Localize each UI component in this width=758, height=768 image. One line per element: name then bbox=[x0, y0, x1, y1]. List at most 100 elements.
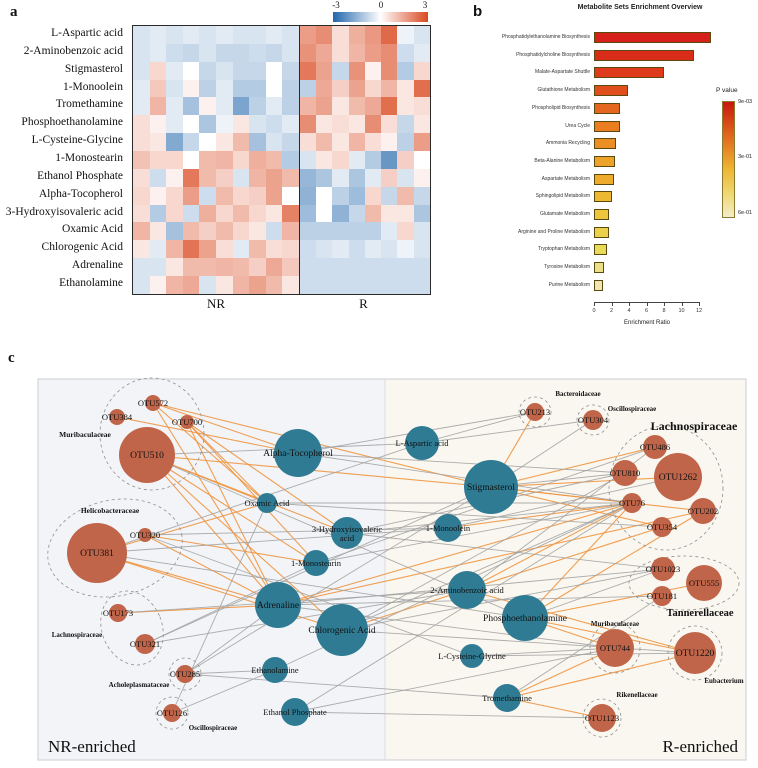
heatmap-cell bbox=[413, 240, 430, 259]
otu-node bbox=[690, 498, 716, 524]
heatmap-cell bbox=[182, 258, 200, 277]
heatmap-cell bbox=[381, 151, 398, 169]
group-hull bbox=[99, 377, 205, 491]
heatmap-cell bbox=[413, 43, 430, 62]
bar bbox=[594, 67, 664, 79]
node-label: OTU76 bbox=[619, 498, 645, 508]
metabolite-node bbox=[331, 517, 363, 549]
edge-negative bbox=[524, 568, 664, 619]
heatmap-cell bbox=[265, 168, 283, 187]
edge-negative bbox=[184, 673, 508, 699]
heatmap-cell bbox=[381, 186, 398, 205]
heatmap-cell bbox=[332, 151, 349, 169]
bar-label: Purine Metabolism bbox=[548, 281, 590, 288]
heatmap-cell bbox=[332, 276, 349, 294]
heatmap-cell bbox=[166, 204, 183, 223]
metabolite-node bbox=[502, 595, 548, 641]
heatmap-cell bbox=[282, 26, 299, 44]
heatmap-cell bbox=[364, 168, 382, 187]
family-label: Muribaculaceae bbox=[591, 620, 639, 628]
heatmap-cell bbox=[316, 186, 333, 205]
x-axis-tick bbox=[681, 302, 683, 306]
heatmap-cell bbox=[166, 186, 183, 205]
heatmap-cell bbox=[199, 79, 216, 98]
heatmap-cell bbox=[282, 61, 299, 80]
heatmap-cell bbox=[413, 97, 430, 116]
heatmap-cell bbox=[199, 133, 216, 152]
bar bbox=[594, 155, 615, 167]
panel-a-letter: a bbox=[10, 4, 18, 20]
heatmap-cell bbox=[249, 115, 266, 134]
heatmap-cell bbox=[265, 186, 283, 205]
heatmap-cell bbox=[413, 276, 430, 294]
heatmap-cell bbox=[381, 61, 398, 80]
heatmap-cell bbox=[299, 222, 317, 241]
heatmap-cell bbox=[249, 79, 266, 98]
heatmap-cell bbox=[249, 204, 266, 223]
heatmap-cell bbox=[316, 133, 333, 152]
heatmap-cell bbox=[166, 151, 183, 169]
bar bbox=[594, 191, 612, 203]
heatmap-cell bbox=[199, 276, 216, 294]
family-label: Acholeplasmataceae bbox=[109, 681, 170, 689]
bar-label: Sphingolipid Metabolism bbox=[535, 193, 590, 200]
node-label: Phosphoethanolamine bbox=[483, 614, 567, 624]
heatmap-cell bbox=[182, 97, 200, 116]
heatmap-cell bbox=[332, 79, 349, 98]
heatmap-cell bbox=[348, 222, 365, 241]
node-label: OTU320 bbox=[130, 530, 160, 540]
x-axis-tick-label: 4 bbox=[627, 308, 631, 314]
edge-negative bbox=[506, 595, 663, 699]
heatmap-cell bbox=[299, 276, 317, 294]
heatmap-cell bbox=[265, 204, 283, 223]
metabolite-node bbox=[316, 604, 368, 656]
bar-label: Tryptophan Metabolism bbox=[537, 246, 590, 253]
node-label: OTU181 bbox=[647, 591, 677, 601]
heatmap-cell bbox=[364, 204, 382, 223]
heatmap-colorbar bbox=[333, 12, 428, 22]
edge-positive bbox=[96, 552, 279, 606]
pvalue-tick-top: 9e-03 bbox=[738, 99, 753, 105]
node-label: 3-Hydroxyisovaleric acid bbox=[312, 524, 383, 543]
heatmap-cell bbox=[413, 151, 430, 169]
heatmap-cell bbox=[265, 43, 283, 62]
heatmap-cell bbox=[166, 79, 183, 98]
heatmap-cell bbox=[133, 133, 150, 152]
heatmap-cell bbox=[397, 151, 414, 169]
heatmap-cell bbox=[348, 168, 365, 187]
heatmap-cell bbox=[215, 276, 233, 294]
heatmap-cell bbox=[149, 240, 167, 259]
bar bbox=[594, 244, 608, 256]
heatmap-cell bbox=[397, 133, 414, 152]
otu-node bbox=[583, 410, 603, 430]
bar bbox=[594, 209, 609, 220]
metabolite-node bbox=[460, 644, 484, 668]
heatmap-cell bbox=[215, 43, 233, 62]
node-label: Adrenaline bbox=[257, 601, 299, 611]
heatmap-cell bbox=[397, 240, 414, 259]
edge-positive bbox=[506, 652, 696, 699]
group-hull bbox=[168, 657, 202, 691]
heatmap-cell bbox=[133, 43, 150, 62]
heatmap-cell bbox=[397, 97, 414, 116]
node-label: OTU126 bbox=[157, 708, 187, 718]
heatmap-cell bbox=[316, 258, 333, 277]
heatmap-cell bbox=[413, 115, 430, 134]
node-label: OTU486 bbox=[640, 442, 670, 452]
otu-node bbox=[654, 453, 702, 501]
heatmap-cell bbox=[332, 222, 349, 241]
heatmap-cell bbox=[348, 79, 365, 98]
family-label: Rikenellaceae bbox=[616, 691, 657, 699]
edge-negative bbox=[96, 552, 526, 619]
heatmap-cell bbox=[215, 186, 233, 205]
heatmap-cell bbox=[364, 43, 382, 62]
heatmap-cell bbox=[299, 97, 317, 116]
heatmap-cell bbox=[232, 186, 250, 205]
heatmap-cell bbox=[249, 240, 266, 259]
pvalue-legend-title: P value bbox=[716, 87, 738, 94]
bar bbox=[594, 102, 621, 114]
heatmap-cell bbox=[282, 79, 299, 98]
heatmap-row-labels: L-Aspartic acid 2-Aminobenzoic acid Stigma… bbox=[0, 25, 128, 293]
edge-positive bbox=[506, 647, 616, 699]
heatmap-cell bbox=[166, 222, 183, 241]
